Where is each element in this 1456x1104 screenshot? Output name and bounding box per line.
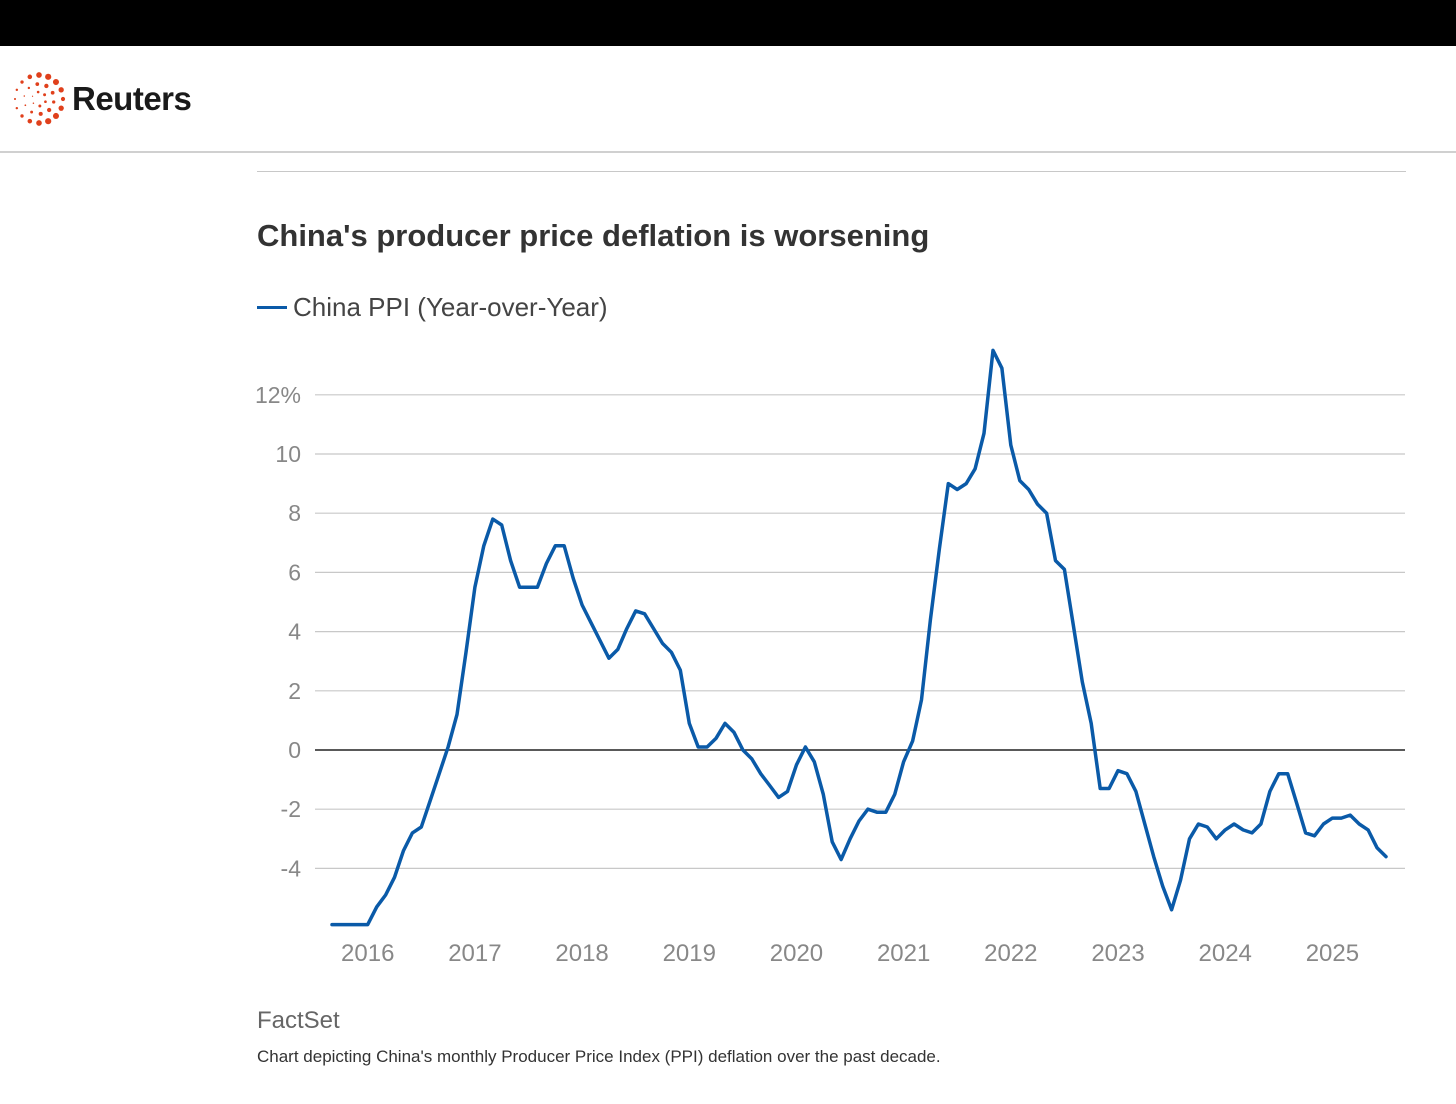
x-tick-label: 2016 <box>341 940 394 967</box>
ppi-series-line <box>330 348 1388 927</box>
y-tick-label: 4 <box>288 619 301 645</box>
y-tick-label: 12% <box>255 382 301 408</box>
y-tick-label: -2 <box>281 796 301 822</box>
y-tick-label: 2 <box>288 678 301 704</box>
site-header: Reuters <box>0 46 1456 153</box>
reuters-logo-text[interactable]: Reuters <box>72 80 192 117</box>
x-tick-label: 2024 <box>1199 940 1252 967</box>
y-tick-label: 8 <box>288 500 301 526</box>
x-tick-label: 2018 <box>555 940 608 967</box>
chart-legend: China PPI (Year-over-Year) <box>257 292 608 323</box>
x-tick-label: 2020 <box>770 940 823 967</box>
chart-source: FactSet <box>257 1007 340 1034</box>
x-tick-label: 2019 <box>663 940 716 967</box>
x-tick-label: 2021 <box>877 940 930 967</box>
x-tick-label: 2022 <box>984 940 1037 967</box>
top-bar <box>0 0 1456 46</box>
x-tick-label: 2023 <box>1091 940 1144 967</box>
x-tick-label: 2017 <box>448 940 501 967</box>
legend-label: China PPI (Year-over-Year) <box>293 292 608 322</box>
legend-swatch <box>257 306 287 309</box>
chart-caption: Chart depicting China's monthly Producer… <box>257 1047 941 1066</box>
y-tick-label: -4 <box>281 855 302 881</box>
x-tick-label: 2025 <box>1306 940 1359 967</box>
y-tick-label: 6 <box>288 559 301 585</box>
reuters-logo-icon[interactable] <box>12 72 66 126</box>
y-tick-label: 0 <box>288 737 301 763</box>
chart-title: China's producer price deflation is wors… <box>257 218 930 253</box>
divider <box>257 171 1406 172</box>
y-tick-label: 10 <box>275 441 301 467</box>
